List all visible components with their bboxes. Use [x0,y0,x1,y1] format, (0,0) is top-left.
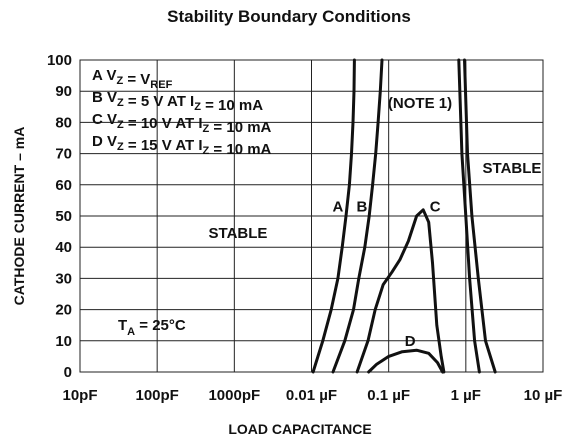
y-tick-label: 100 [47,52,72,69]
note-label: (NOTE 1) [388,95,452,112]
annotations: (NOTE 1) STABLE STABLE TA = 25°C [118,95,541,338]
tick-labels: 0 10 20 30 40 50 60 70 80 90 100 10pF 100pF 1000pF 0.0… [47,52,562,404]
y-tick-label: 50 [55,208,72,225]
stable-right-label: STABLE [483,160,542,177]
y-tick-label: 0 [64,364,72,381]
x-tick-label: 1000pF [208,387,260,404]
y-tick-label: 60 [55,177,72,194]
curve-a [311,58,356,374]
plot-frame [79,59,544,373]
curve-label-a: A [333,199,344,216]
y-tick-label: 90 [55,83,72,100]
y-tick-label: 80 [55,114,72,131]
curve-b [331,58,384,374]
curve-c [355,208,446,374]
x-tick-label: 1 µF [451,387,481,404]
y-tick-label: 10 [55,333,72,350]
legend-entry: D VZ = 15 V AT IZ = 10 mA [92,133,272,158]
curve-label-c: C [430,199,441,216]
x-tick-label: 10 µF [524,387,563,404]
curve-label-d: D [405,333,416,350]
x-tick-label: 0.1 µF [367,387,410,404]
legend-entry: A VZ = VREF [92,67,173,91]
y-tick-label: 70 [55,146,72,163]
legend-entry: B VZ = 5 V AT IZ = 10 mA [92,89,263,114]
curve-label-b: B [356,199,367,216]
x-tick-label: 0.01 µF [286,387,337,404]
x-tick-label: 10pF [62,387,97,404]
y-tick-label: 30 [55,270,72,287]
x-axis-label: LOAD CAPACITANCE [228,421,371,437]
chart-title: Stability Boundary Conditions [167,7,411,26]
x-tick-label: 100pF [135,387,178,404]
curve-right-right [463,58,497,374]
y-tick-label: 20 [55,302,72,319]
stable-left-label: STABLE [209,225,268,242]
y-axis-label: CATHODE CURRENT – mA [11,127,27,306]
curves: A B C D [311,58,497,374]
y-tick-label: 40 [55,239,72,256]
curve-d [367,348,445,374]
temperature-label: TA = 25°C [118,317,186,338]
legend-entry: C VZ = 10 V AT IZ = 10 mA [92,111,272,136]
curve-right-left [457,58,481,374]
